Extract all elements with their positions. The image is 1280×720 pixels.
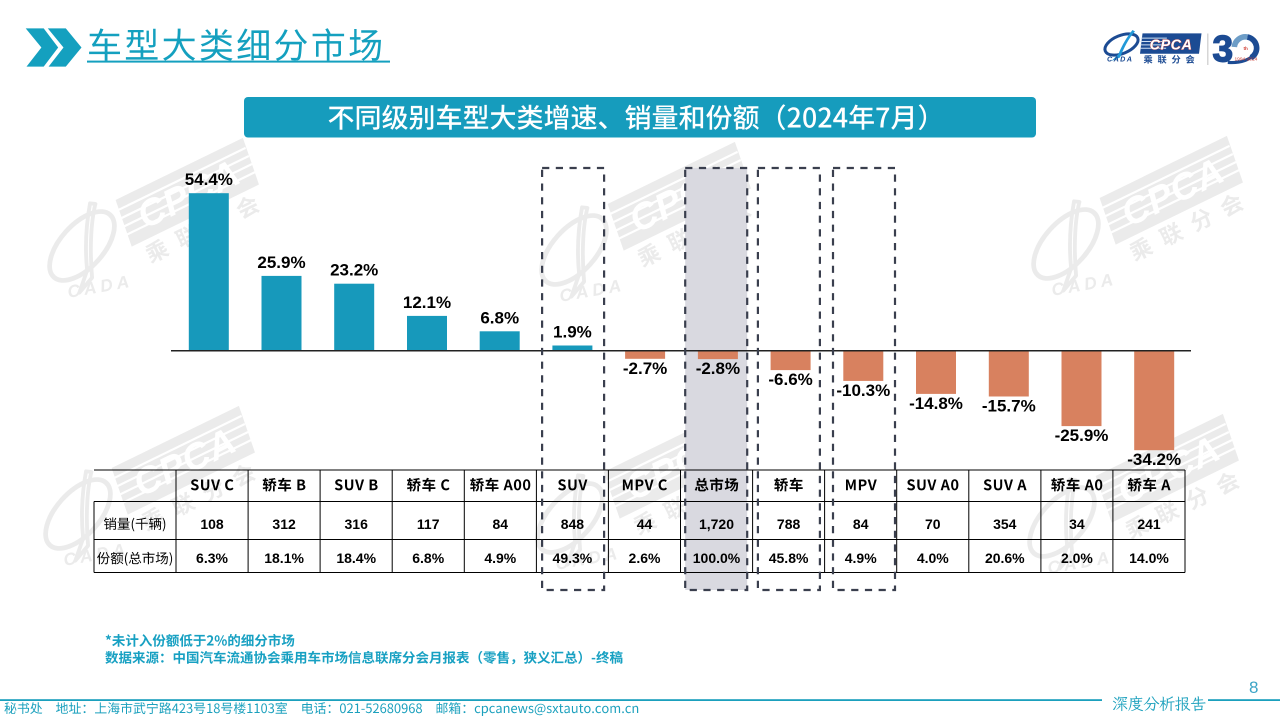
svg-text:CADA: CADA xyxy=(1107,55,1133,64)
svg-text:18.4%: 18.4% xyxy=(336,550,376,566)
svg-text:100.0%: 100.0% xyxy=(693,550,741,566)
svg-text:34: 34 xyxy=(1069,516,1085,532)
svg-text:-15.7%: -15.7% xyxy=(982,397,1036,416)
svg-text:45.8%: 45.8% xyxy=(769,550,809,566)
svg-text:20.6%: 20.6% xyxy=(985,550,1025,566)
svg-text:44: 44 xyxy=(637,516,653,532)
svg-text:6.3%: 6.3% xyxy=(196,550,228,566)
svg-text:-2.7%: -2.7% xyxy=(623,359,667,378)
svg-text:8: 8 xyxy=(1249,678,1258,697)
svg-text:84: 84 xyxy=(493,516,509,532)
svg-text:25.9%: 25.9% xyxy=(257,253,305,272)
svg-text:848: 848 xyxy=(561,516,585,532)
svg-text:1994-2024: 1994-2024 xyxy=(1235,57,1258,63)
svg-text:316: 316 xyxy=(345,516,369,532)
svg-text:70: 70 xyxy=(925,516,941,532)
svg-text:788: 788 xyxy=(777,516,801,532)
svg-text:23.2%: 23.2% xyxy=(330,261,378,280)
svg-text:54.4%: 54.4% xyxy=(185,170,233,189)
svg-text:4.0%: 4.0% xyxy=(917,550,949,566)
svg-text:117: 117 xyxy=(417,516,440,532)
svg-text:108: 108 xyxy=(200,516,224,532)
svg-text:12.1%: 12.1% xyxy=(403,293,451,312)
svg-text:-14.8%: -14.8% xyxy=(909,394,963,413)
svg-text:14.0%: 14.0% xyxy=(1129,550,1169,566)
svg-text:1.9%: 1.9% xyxy=(553,323,592,342)
svg-text:4.9%: 4.9% xyxy=(484,550,516,566)
svg-text:-10.3%: -10.3% xyxy=(836,381,890,400)
svg-text:-2.8%: -2.8% xyxy=(696,359,740,378)
svg-text:1,720: 1,720 xyxy=(699,516,734,532)
svg-text:-34.2%: -34.2% xyxy=(1127,450,1181,469)
svg-text:2.6%: 2.6% xyxy=(629,550,661,566)
svg-text:3: 3 xyxy=(1213,29,1234,70)
svg-text:4.9%: 4.9% xyxy=(845,550,877,566)
svg-text:6.8%: 6.8% xyxy=(480,308,519,327)
svg-text:241: 241 xyxy=(1137,516,1161,532)
svg-text:-25.9%: -25.9% xyxy=(1055,426,1109,445)
svg-text:84: 84 xyxy=(853,516,869,532)
svg-text:49.3%: 49.3% xyxy=(553,550,593,566)
svg-text:CPCA: CPCA xyxy=(1150,37,1193,53)
svg-text:2.0%: 2.0% xyxy=(1061,550,1093,566)
svg-text:-6.6%: -6.6% xyxy=(768,370,812,389)
svg-text:6.8%: 6.8% xyxy=(412,550,444,566)
svg-text:th: th xyxy=(1244,46,1249,51)
svg-text:354: 354 xyxy=(993,516,1017,532)
svg-text:312: 312 xyxy=(272,516,296,532)
svg-text:18.1%: 18.1% xyxy=(264,550,304,566)
